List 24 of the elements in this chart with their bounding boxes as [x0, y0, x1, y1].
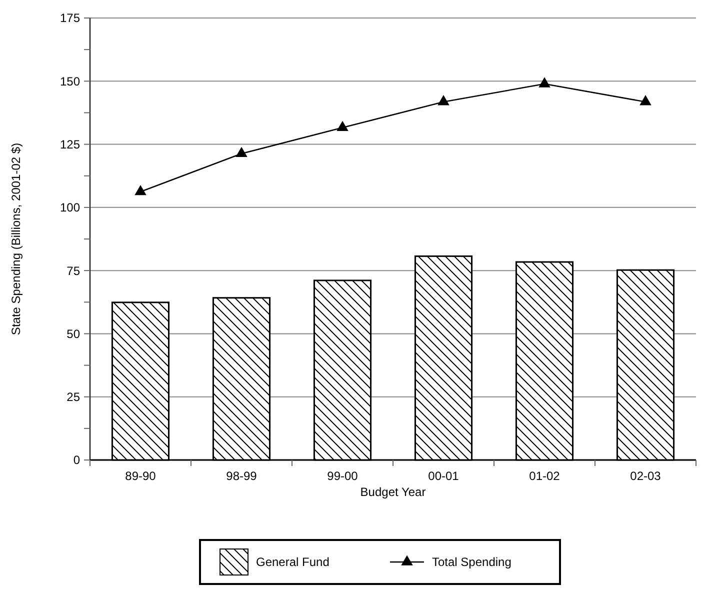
- y-tick-label: 125: [60, 137, 80, 152]
- y-tick-label: 25: [66, 390, 80, 404]
- y-tick-label: 175: [60, 11, 80, 26]
- y-tick-label: 75: [66, 264, 80, 278]
- x-tick-label: 99-00: [327, 469, 358, 483]
- point: [236, 146, 248, 158]
- x-tick-label: 98-99: [226, 469, 258, 483]
- point: [640, 95, 652, 106]
- legend-label: General Fund: [256, 555, 330, 570]
- x-tick-label: 01-02: [529, 469, 560, 483]
- point: [438, 95, 450, 106]
- x-tick-label: 00-01: [428, 469, 460, 483]
- x-tick-label: 89-90: [125, 469, 156, 483]
- legend-label: Total Spending: [432, 555, 512, 570]
- y-tick-label: 50: [66, 326, 80, 341]
- point: [134, 184, 146, 196]
- x-axis-title: Budget Year: [360, 485, 426, 499]
- y-axis-title: State Spending (Billions, 2001-02 $): [9, 142, 23, 336]
- point: [538, 77, 550, 88]
- y-tick-label: 0: [73, 453, 80, 468]
- y-tick-label: 150: [60, 74, 80, 88]
- x-tick-label: 02-03: [630, 469, 662, 483]
- point: [336, 120, 348, 132]
- y-tick-label: 100: [60, 200, 80, 215]
